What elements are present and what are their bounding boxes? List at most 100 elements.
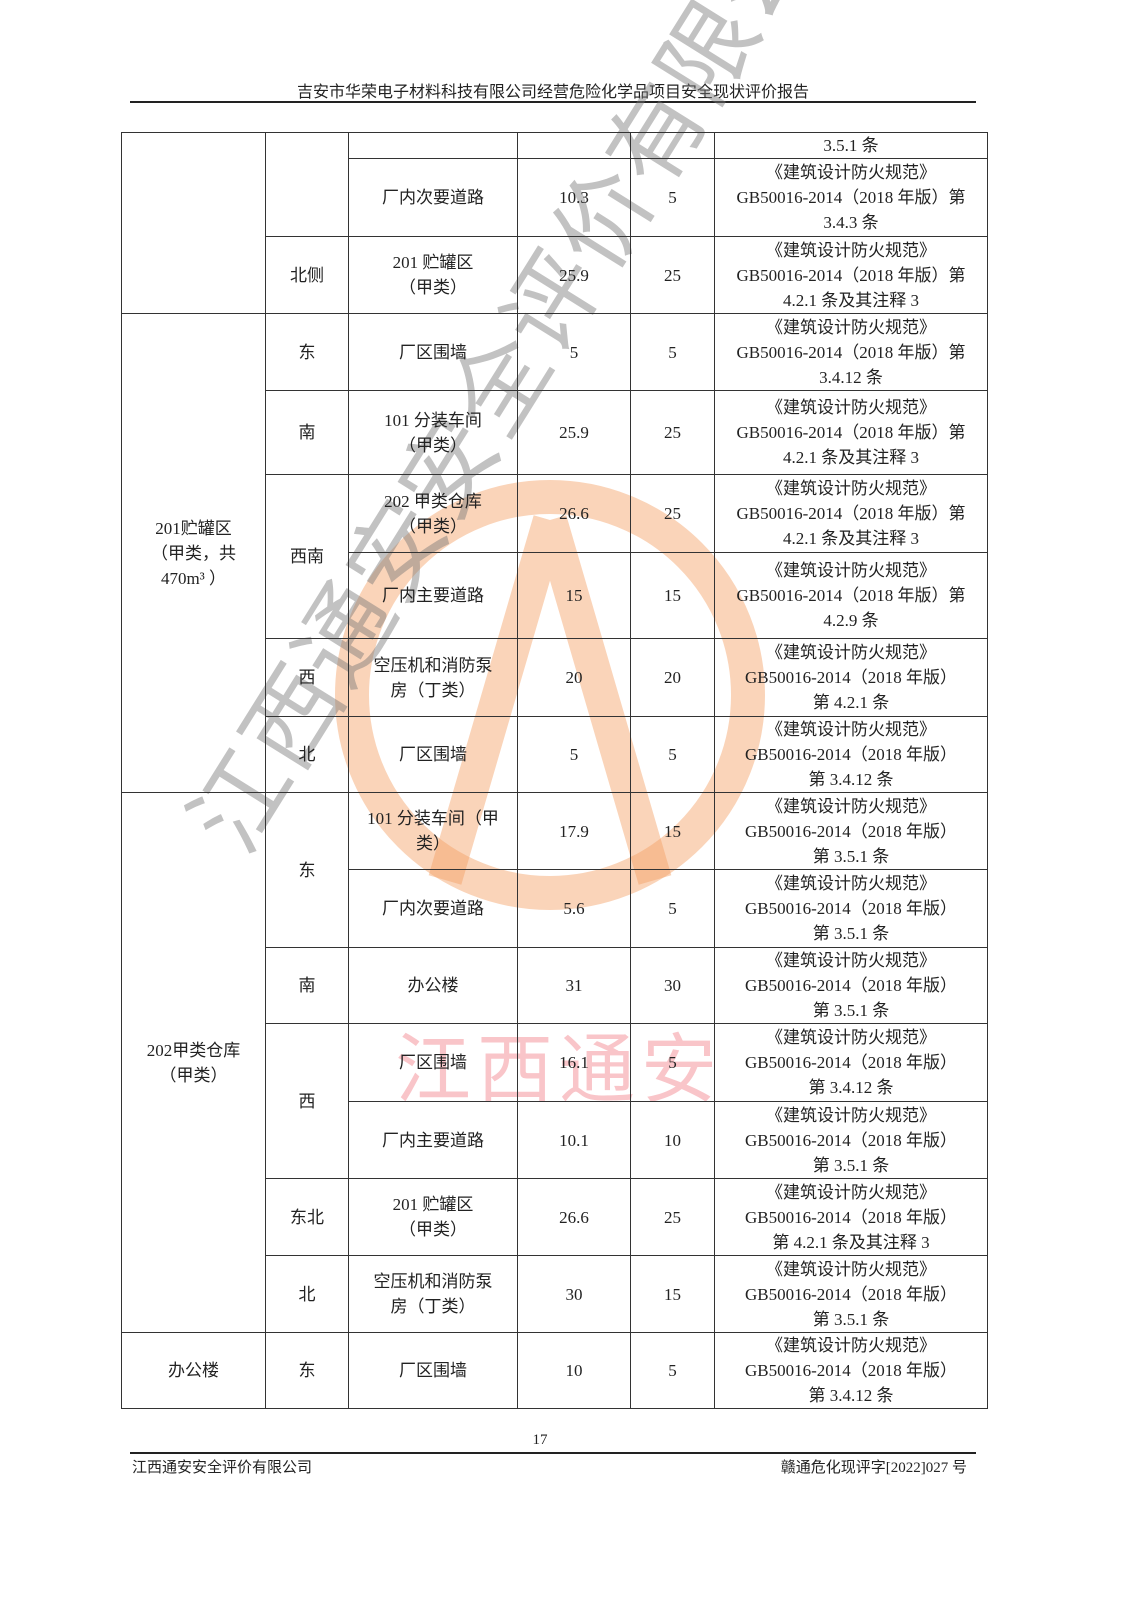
- basis-cell: 《建筑设计防火规范》 GB50016-2014（2018 年版） 第 3.4.12 …: [714, 716, 988, 793]
- table-row: 厂内主要道路 10.1 10 《建筑设计防火规范》 GB50016-2014（2018 …: [122, 1101, 988, 1179]
- target-cell: 201 贮罐区 （甲类）: [348, 1178, 518, 1256]
- actual-distance-cell: 25.9: [517, 390, 631, 475]
- table-row: 南 101 分装车间 （甲类） 25.9 25 《建筑设计防火规范》 GB50016-20…: [122, 390, 988, 475]
- basis-line: 《建筑设计防火规范》: [766, 317, 936, 337]
- table-row: 201贮罐区 （甲类，共 470m³ ）东厂区围墙 5 5 《建筑设计防火规范》 GB5…: [121, 313, 988, 793]
- target-cell: 101 分装车间（甲 类）: [348, 792, 518, 870]
- actual-distance-cell: [517, 132, 631, 159]
- basis-line: GB50016-2014（2018 年版）第: [736, 342, 966, 362]
- actual-distance-cell: 26.6: [517, 1178, 631, 1256]
- basis-cell: 《建筑设计防火规范》 GB50016-2014（2018 年版） 第 3.4.12 …: [714, 1023, 988, 1102]
- direction-cell: 东北: [265, 1178, 349, 1256]
- actual-distance-cell: 10.1: [517, 1101, 631, 1179]
- basis-line: GB50016-2014（2018 年版）第: [736, 586, 966, 605]
- table-row: 厂内次要道路 10.3 5 《建筑设计防火规范》 GB50016-2014（2018 年…: [122, 158, 988, 237]
- target-cell: [348, 132, 518, 159]
- actual-distance-cell: 31: [517, 947, 631, 1024]
- required-distance-cell: 10: [630, 1101, 715, 1179]
- required-distance-cell: 25: [630, 1178, 715, 1256]
- basis-cell: 《建筑设计防火规范》 GB50016-2014（2018 年版）第 4.2.9 条: [714, 552, 988, 639]
- required-distance-cell: 5: [630, 313, 715, 391]
- target-cell: 201 贮罐区 （甲类）: [348, 236, 518, 314]
- table-row: 西空压机和消防泵 房（丁类） 20 20 《建筑设计防火规范》 GB50016-2014…: [122, 638, 988, 717]
- required-distance-cell: 15: [630, 1255, 715, 1333]
- target-cell: 办公楼: [348, 947, 518, 1024]
- basis-line: GB50016-2014（2018 年版）: [744, 1361, 958, 1380]
- basis-line: 第 3.5.1 条: [812, 1155, 890, 1175]
- table-row: 厂内次要道路 5.6 5 《建筑设计防火规范》 GB50016-2014（2018 年版…: [122, 869, 988, 948]
- basis-line: 《建筑设计防火规范》: [766, 1182, 936, 1202]
- target-cell: 空压机和消防泵 房（丁类）: [348, 638, 518, 717]
- required-distance-cell: 25: [630, 474, 715, 553]
- footer-doc-number: 赣通危化现评字[2022]027 号: [780, 1460, 967, 1476]
- target-cell: 厂内次要道路: [348, 158, 518, 237]
- basis-line: 4.2.1 条及其注释 3: [783, 290, 919, 310]
- basis-line: GB50016-2014（2018 年版）: [744, 976, 958, 995]
- basis-line: 《建筑设计防火规范》: [766, 1028, 936, 1047]
- target-cell: 厂内主要道路: [348, 1101, 518, 1179]
- target-cell: 厂内主要道路: [348, 552, 518, 639]
- basis-line: 第 3.5.1 条: [812, 924, 890, 943]
- basis-cell: 3.5.1 条: [714, 132, 988, 159]
- required-distance-cell: 15: [630, 552, 715, 639]
- footer-divider: [130, 1452, 976, 1454]
- basis-line: 第 3.4.12 条: [808, 1078, 894, 1097]
- basis-line: 《建筑设计防火规范》: [766, 643, 936, 662]
- target-cell: 厂区围墙: [348, 716, 518, 793]
- basis-line: GB50016-2014（2018 年版）: [744, 1130, 958, 1150]
- basis-line: 第 3.5.1 条: [812, 1001, 890, 1020]
- distance-table: 3.5.1 条厂内次要道路 10.3 5 《建筑设计防火规范》 GB50016-2014…: [121, 132, 988, 1409]
- basis-cell: 《建筑设计防火规范》 GB50016-2014（2018 年版） 第 3.4.12 …: [714, 1332, 988, 1409]
- required-distance-cell: [630, 132, 715, 159]
- basis-cell: 《建筑设计防火规范》 GB50016-2014（2018 年版） 第 4.2.1 条: [714, 638, 988, 717]
- direction-cell: 南: [265, 390, 349, 475]
- direction-cell: 西: [265, 638, 349, 717]
- footer-company: 江西通安安全评价有限公司: [132, 1460, 313, 1476]
- basis-line: GB50016-2014（2018 年版）: [744, 821, 958, 841]
- direction-cell: 西: [265, 1023, 349, 1179]
- actual-distance-cell: 5.6: [517, 869, 631, 948]
- actual-distance-cell: 25.9: [517, 236, 631, 314]
- table-row: 3.5.1 条: [121, 132, 988, 314]
- basis-line: 《建筑设计防火规范》: [766, 1259, 936, 1279]
- basis-cell: 《建筑设计防火规范》 GB50016-2014（2018 年版）第 3.4.3 条: [714, 158, 988, 237]
- actual-distance-cell: 30: [517, 1255, 631, 1333]
- basis-line: 《建筑设计防火规范》: [766, 951, 936, 970]
- basis-line: 3.5.1 条: [823, 136, 879, 155]
- direction-cell: 北: [265, 716, 349, 793]
- actual-distance-cell: 16.1: [517, 1023, 631, 1102]
- basis-line: 《建筑设计防火规范》: [766, 796, 936, 816]
- basis-line: 第 3.4.12 条: [808, 1386, 894, 1405]
- direction-cell: 西南: [265, 474, 349, 639]
- basis-line: GB50016-2014（2018 年版）: [744, 1284, 958, 1304]
- direction-cell: 北侧: [265, 236, 349, 314]
- actual-distance-cell: 5: [517, 716, 631, 793]
- table-row: 202甲类仓库 （甲类）东 101 分装车间（甲 类） 17.9 15 《建筑设计防火规…: [121, 792, 988, 1333]
- required-distance-cell: 5: [630, 1332, 715, 1409]
- facility-cell: [121, 132, 266, 314]
- basis-cell: 《建筑设计防火规范》 GB50016-2014（2018 年版） 第 3.5.1 条: [714, 1101, 988, 1179]
- direction-cell: [265, 132, 349, 237]
- required-distance-cell: 15: [630, 792, 715, 870]
- basis-line: 《建筑设计防火规范》: [766, 479, 936, 498]
- basis-line: 《建筑设计防火规范》: [766, 1105, 936, 1125]
- basis-line: 4.2.9 条: [823, 611, 879, 630]
- actual-distance-cell: 26.6: [517, 474, 631, 553]
- basis-line: 《建筑设计防火规范》: [766, 163, 936, 182]
- basis-line: 第 4.2.1 条及其注释 3: [772, 1232, 930, 1252]
- basis-line: GB50016-2014（2018 年版）: [744, 745, 958, 764]
- header-divider: [130, 101, 976, 103]
- facility-cell: 201贮罐区 （甲类，共 470m³ ）: [121, 313, 266, 793]
- required-distance-cell: 5: [630, 869, 715, 948]
- table-row: 东北 201 贮罐区 （甲类） 26.6 25 《建筑设计防火规范》 GB50016-20…: [122, 1178, 988, 1256]
- basis-line: 《建筑设计防火规范》: [766, 874, 936, 893]
- actual-distance-cell: 20: [517, 638, 631, 717]
- table-row: 南办公楼 31 30 《建筑设计防火规范》 GB50016-2014（2018 年版） 第…: [122, 947, 988, 1024]
- basis-line: GB50016-2014（2018 年版）第: [736, 504, 966, 523]
- basis-line: GB50016-2014（2018 年版）: [744, 668, 958, 687]
- basis-cell: 《建筑设计防火规范》 GB50016-2014（2018 年版）第 3.4.12 条: [714, 313, 988, 391]
- direction-cell: 东: [265, 1332, 349, 1409]
- table-row: 厂内主要道路 15 15 《建筑设计防火规范》 GB50016-2014（2018 年版…: [122, 552, 988, 639]
- required-distance-cell: 5: [630, 716, 715, 793]
- required-distance-cell: 20: [630, 638, 715, 717]
